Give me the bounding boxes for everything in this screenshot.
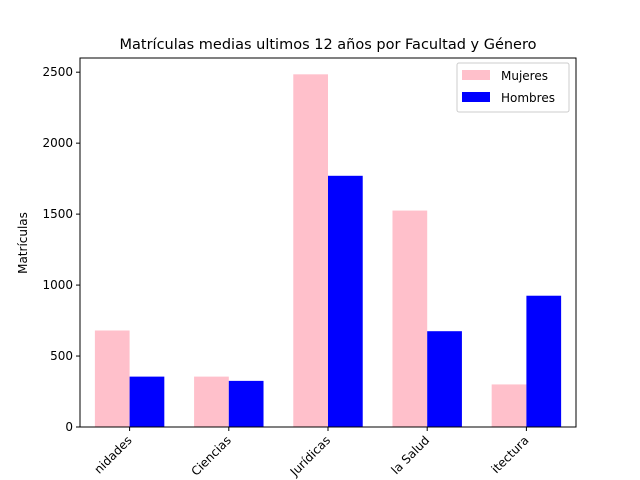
- y-axis: 0 500 1000 1500 2000 2500: [42, 65, 80, 434]
- bar-hombres-artes-y-humanidades: [129, 376, 165, 427]
- legend: Mujeres Hombres: [456, 62, 570, 113]
- bar-mujeres-artes-y-humanidades: [94, 330, 130, 427]
- legend-label-mujeres: Mujeres: [501, 69, 548, 83]
- bars-group: [94, 74, 562, 427]
- bar-mujeres-ingenieria-y-arquitectura: [491, 384, 527, 427]
- y-tick-label: 500: [50, 349, 73, 363]
- x-tick-label: Ciencias: [188, 433, 233, 478]
- bar-hombres-ciencias-sociales-y-juridicas: [328, 175, 363, 427]
- y-tick-label: 2500: [42, 65, 73, 79]
- x-tick-label: la Salud: [388, 433, 432, 477]
- legend-label-hombres: Hombres: [501, 91, 555, 105]
- y-axis-label: Matrículas: [16, 212, 30, 274]
- x-tick-label: Jurídicas: [287, 433, 333, 479]
- bar-mujeres-ciencias-sociales-y-juridicas: [293, 74, 328, 427]
- bar-mujeres-ciencias: [194, 376, 229, 427]
- y-tick-label: 1500: [42, 207, 73, 221]
- chart-title: Matrículas medias ultimos 12 años por Fa…: [120, 37, 537, 53]
- bar-hombres-ingenieria-y-arquitectura: [526, 295, 562, 427]
- y-tick-label: 1000: [42, 278, 73, 292]
- x-axis: nidades Ciencias Jurídicas la Salud itectura: [91, 427, 532, 480]
- legend-swatch-mujeres: [462, 70, 490, 80]
- bar-mujeres-ciencias-de-la-salud: [392, 210, 428, 427]
- y-tick-label: 2000: [42, 136, 73, 150]
- x-tick-label: nidades: [91, 433, 134, 476]
- bar-hombres-ciencias-de-la-salud: [427, 331, 462, 427]
- bar-hombres-ciencias: [228, 380, 264, 427]
- x-tick-label: itectura: [489, 433, 532, 476]
- y-tick-label: 0: [65, 420, 73, 434]
- legend-swatch-hombres: [462, 92, 490, 102]
